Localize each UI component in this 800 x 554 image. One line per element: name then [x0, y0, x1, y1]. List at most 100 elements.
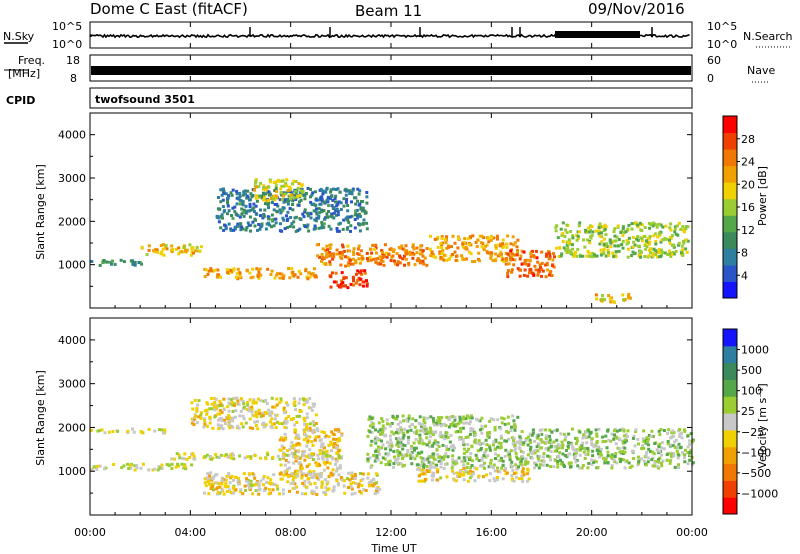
velocity-cell: [303, 419, 307, 423]
velocity-cell: [388, 442, 392, 446]
power-cell: [572, 253, 576, 257]
velocity-cell: [287, 453, 291, 457]
velocity-cell: [488, 431, 492, 434]
power-cell: [447, 257, 451, 261]
velocity-cell: [439, 458, 443, 462]
velocity-cell: [520, 430, 524, 434]
velocity-cell: [364, 489, 368, 492]
velocity-cell: [584, 453, 588, 456]
velocity-cell: [399, 453, 403, 457]
velocity-cell: [543, 441, 547, 445]
velocity-cell: [228, 481, 232, 485]
velocity-cell: [497, 459, 501, 463]
power-cell: [280, 272, 284, 276]
velocity-cell: [595, 441, 599, 444]
velocity-cell: [413, 448, 416, 452]
velocity-cell: [283, 411, 286, 415]
velocity-cell: [196, 403, 200, 407]
power-cell: [315, 216, 319, 220]
velocity-cell: [227, 401, 231, 405]
power-cell: [341, 284, 345, 288]
velocity-cell: [305, 454, 308, 458]
power-cell: [245, 196, 249, 200]
power-colorbar-swatch: [723, 248, 737, 266]
velocity-cell: [116, 429, 120, 433]
velocity-cell: [549, 444, 553, 448]
velocity-cell: [555, 428, 559, 432]
velocity-cell: [212, 405, 216, 409]
velocity-cell: [683, 460, 687, 464]
velocity-cell: [451, 454, 455, 458]
power-cell: [378, 255, 382, 259]
velocity-cell: [661, 459, 665, 463]
power-cell: [163, 245, 167, 249]
velocity-cell: [583, 457, 587, 460]
power-cell: [104, 260, 107, 264]
power-colorbar-swatch: [723, 231, 737, 249]
velocity-cell: [249, 455, 253, 459]
velocity-cell: [481, 464, 485, 468]
power-cell: [332, 187, 336, 191]
velocity-cell: [520, 454, 524, 458]
nsearch-label: N.Search: [743, 30, 793, 43]
velocity-cell: [234, 409, 238, 413]
velocity-cell: [653, 464, 657, 468]
velocity-cell: [499, 445, 503, 449]
velocity-cell: [190, 417, 194, 421]
power-cell: [334, 213, 338, 217]
power-cell: [357, 192, 361, 196]
velocity-cell: [133, 468, 137, 472]
velocity-cell: [590, 437, 594, 441]
power-cell: [584, 230, 588, 234]
velocity-cell: [352, 481, 356, 485]
power-cell: [663, 251, 667, 255]
power-cell: [203, 275, 207, 278]
velocity-cell: [283, 437, 287, 441]
velocity-cell: [488, 432, 492, 436]
velocity-cell: [524, 457, 528, 461]
power-cell: [500, 254, 503, 258]
velocity-colorbar-swatch: [723, 362, 737, 380]
velocity-colorbar-swatch: [723, 396, 737, 414]
velocity-cell: [470, 445, 474, 449]
power-cell: [365, 284, 369, 288]
velocity-cell: [180, 462, 184, 466]
power-cell: [668, 249, 671, 253]
power-cell: [600, 252, 604, 255]
velocity-cell: [210, 407, 214, 411]
power-cell: [385, 255, 389, 259]
power-cell: [111, 259, 114, 263]
velocity-cell: [431, 471, 435, 475]
power-cell: [286, 226, 289, 229]
velocity-cell: [167, 464, 171, 467]
power-cell: [444, 241, 448, 245]
velocity-cell: [295, 469, 299, 473]
power-cell: [210, 269, 213, 273]
velocity-cell: [373, 439, 377, 443]
power-cell: [398, 261, 402, 265]
velocity-cell: [299, 463, 303, 467]
velocity-cell: [688, 439, 692, 443]
power-cell: [164, 244, 168, 247]
velocity-cell: [334, 457, 338, 461]
velocity-cell: [612, 458, 616, 462]
velocity-cell: [239, 397, 243, 401]
power-cell: [360, 254, 364, 258]
power-cell: [560, 233, 564, 237]
power-cell: [536, 271, 540, 275]
power-cell: [282, 206, 286, 210]
velocity-cell: [415, 432, 419, 435]
velocity-cell: [503, 454, 507, 458]
velocity-cell: [271, 455, 275, 459]
velocity-cell: [279, 471, 283, 475]
power-cell: [248, 215, 252, 219]
velocity-cell: [220, 479, 224, 482]
power-cell: [654, 252, 658, 256]
velocity-cell: [259, 479, 263, 483]
power-cell: [292, 179, 296, 183]
velocity-cell: [160, 463, 164, 467]
velocity-cell: [445, 475, 449, 479]
velocity-cell: [399, 426, 403, 429]
power-cell: [571, 234, 575, 238]
power-cell: [309, 200, 313, 204]
